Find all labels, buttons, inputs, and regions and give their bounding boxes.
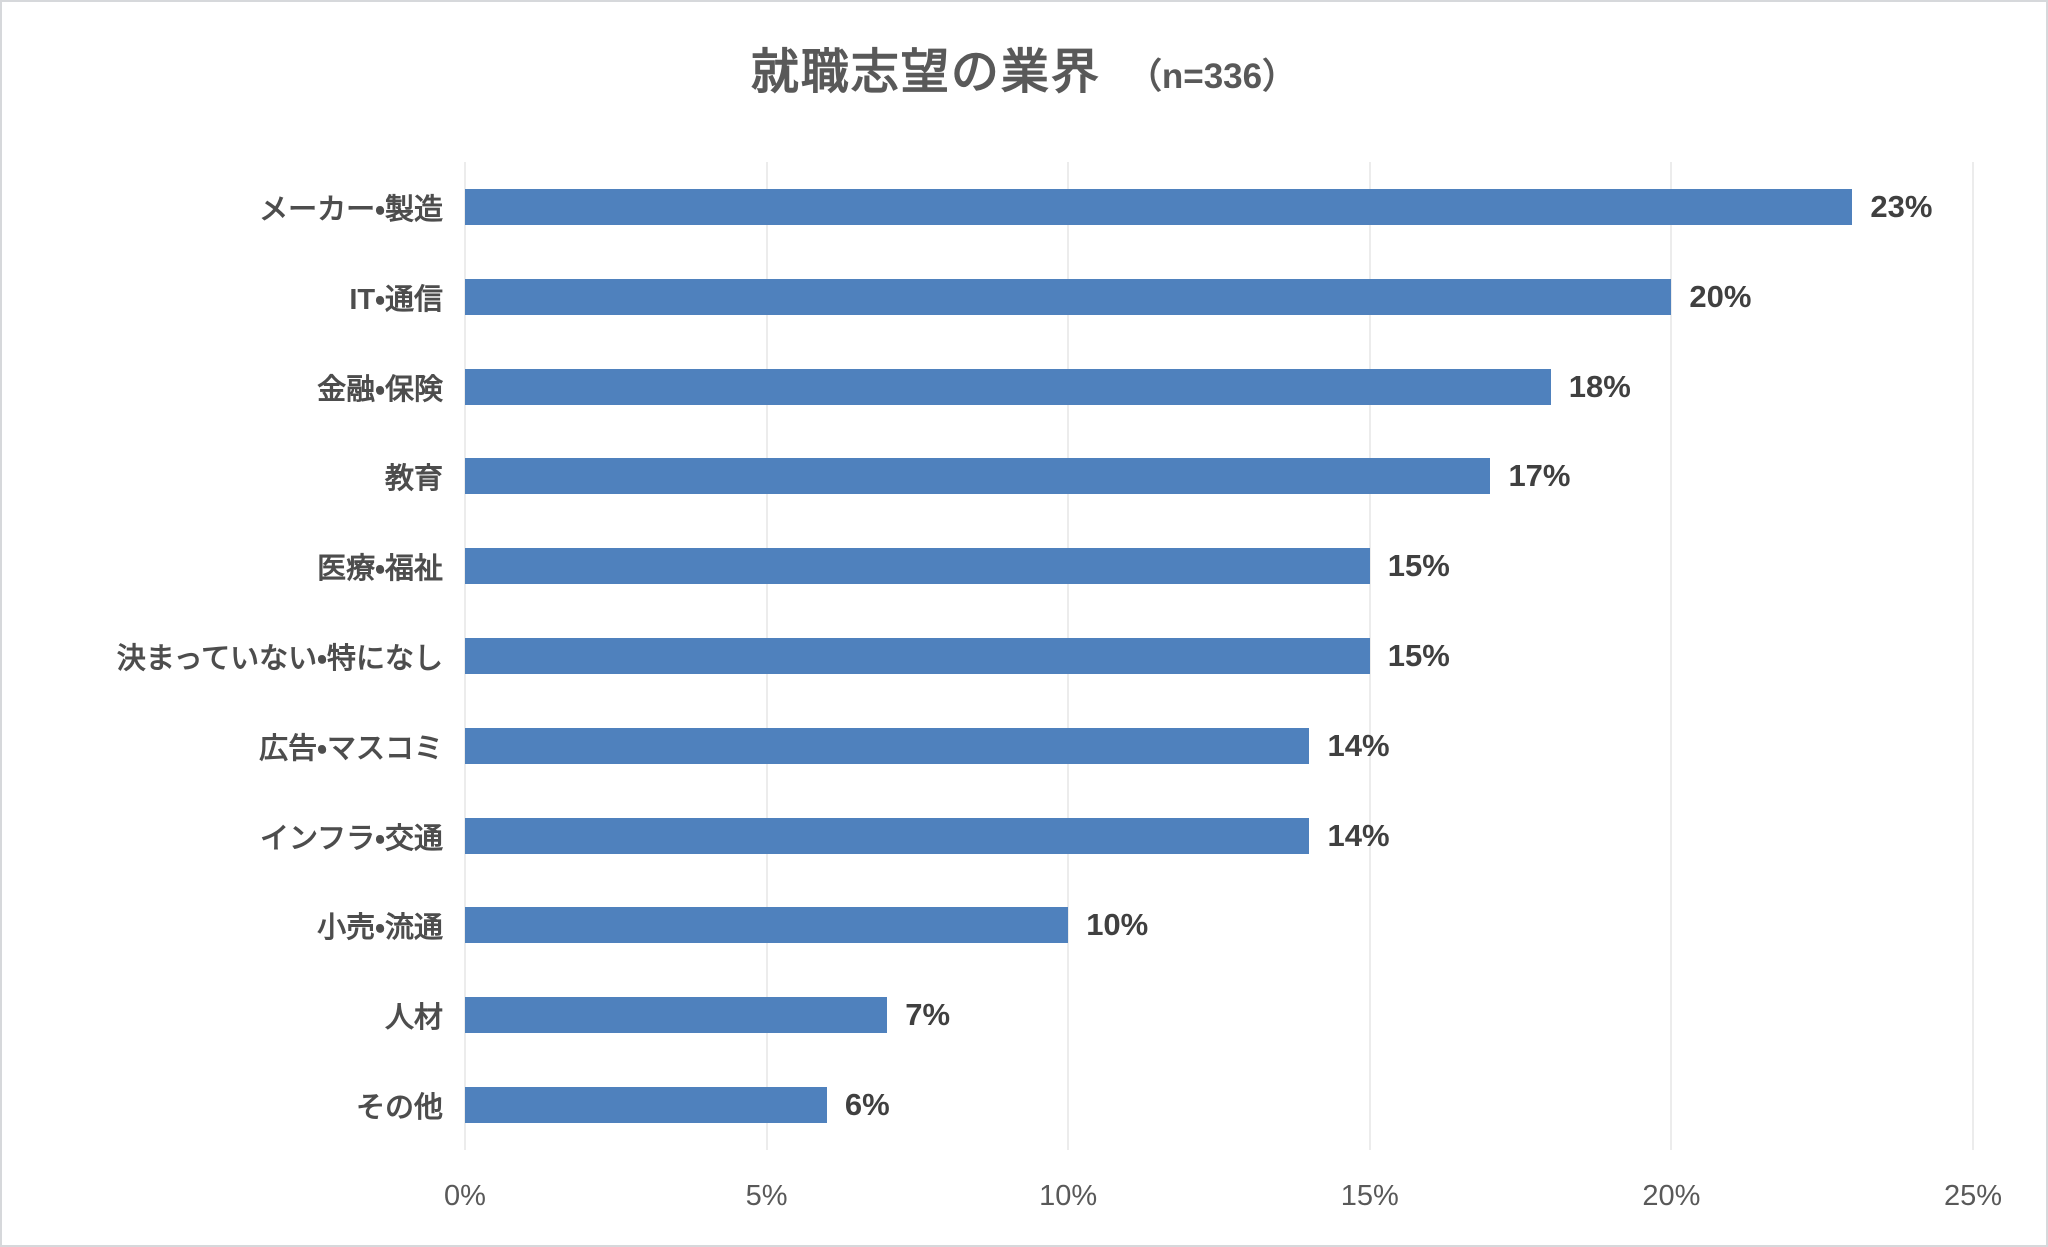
category-label: その他 bbox=[355, 1092, 443, 1125]
value-label: 14% bbox=[1327, 817, 1390, 853]
x-tick-label: 25% bbox=[1943, 1180, 2003, 1212]
value-label: 15% bbox=[1387, 548, 1450, 584]
value-label: 14% bbox=[1327, 727, 1390, 763]
bar bbox=[465, 907, 1069, 944]
chart-sample-size: （n=336） bbox=[1126, 57, 1298, 96]
value-label: 6% bbox=[844, 1087, 890, 1123]
x-tick-label: 10% bbox=[1039, 1180, 1098, 1212]
value-label: 23% bbox=[1870, 188, 1933, 224]
bar bbox=[465, 188, 1853, 225]
x-axis: 0% 5% 10% 15% 20% 25% bbox=[444, 1174, 2002, 1224]
bar-row: 7% bbox=[465, 970, 1973, 1060]
category-column: メーカー・製造 IT・通信金融・保険教育医療・福祉決まっていない・特になし広告・マ… bbox=[2, 162, 465, 1150]
bar-row: 14% bbox=[465, 791, 1973, 881]
value-label: 20% bbox=[1689, 278, 1752, 314]
bar bbox=[465, 458, 1491, 495]
gridline bbox=[1972, 162, 1974, 1150]
category-label: 人材 bbox=[384, 1002, 443, 1035]
plot-rows: 23% 20% 18% 17% 15% 15% 14% 14% 10% 7% 6% bbox=[465, 162, 1973, 1150]
chart-title-text: 就職志望の業界 bbox=[750, 46, 1101, 99]
bar bbox=[465, 727, 1310, 764]
value-label: 10% bbox=[1086, 907, 1149, 943]
category-label: IT・通信 bbox=[349, 283, 443, 316]
chart-body: メーカー・製造 IT・通信金融・保険教育医療・福祉決まっていない・特になし広告・マ… bbox=[2, 162, 1974, 1150]
bar-row: 17% bbox=[465, 431, 1973, 521]
bar-row: 6% bbox=[465, 1060, 1973, 1150]
category-label: 小売・流通 bbox=[317, 912, 443, 945]
bar bbox=[465, 548, 1370, 585]
value-label: 18% bbox=[1568, 368, 1631, 404]
value-label: 7% bbox=[905, 997, 951, 1033]
x-tick-label: 5% bbox=[745, 1180, 788, 1212]
bar bbox=[465, 997, 888, 1034]
bar-row: 18% bbox=[465, 342, 1973, 432]
gridline bbox=[1670, 162, 1672, 1150]
gridline bbox=[1369, 162, 1371, 1150]
x-tick-label: 15% bbox=[1340, 1180, 1399, 1212]
bar bbox=[465, 278, 1672, 315]
category-label: 教育 bbox=[384, 463, 443, 496]
bar-row: 20% bbox=[465, 252, 1973, 342]
chart-title: 就職志望の業界 （n=336） bbox=[2, 32, 2046, 102]
category-label: インフラ・交通 bbox=[260, 822, 443, 855]
bar-row: 15% bbox=[465, 521, 1973, 611]
bar bbox=[465, 368, 1551, 405]
bar-row: 14% bbox=[465, 701, 1973, 791]
category-label: 決まっていない・特になし bbox=[116, 642, 443, 675]
category-label: 広告・マスコミ bbox=[259, 732, 443, 765]
bar-row: 23% bbox=[465, 162, 1973, 252]
category-label: 医療・福祉 bbox=[317, 553, 443, 586]
value-label: 17% bbox=[1508, 458, 1571, 494]
bar-row: 10% bbox=[465, 881, 1973, 971]
category-label: 金融・保険 bbox=[317, 373, 443, 406]
bar bbox=[465, 817, 1310, 854]
x-tick-label: 20% bbox=[1642, 1180, 1701, 1212]
bar bbox=[465, 637, 1370, 674]
value-label: 15% bbox=[1387, 637, 1450, 673]
category-label: メーカー・製造 bbox=[259, 193, 443, 226]
bar-row: 15% bbox=[465, 611, 1973, 701]
plot-area: 23% 20% 18% 17% 15% 15% 14% 14% 10% 7% 6% bbox=[464, 162, 1974, 1150]
bar bbox=[465, 1087, 827, 1124]
x-tick-label: 0% bbox=[444, 1180, 486, 1212]
